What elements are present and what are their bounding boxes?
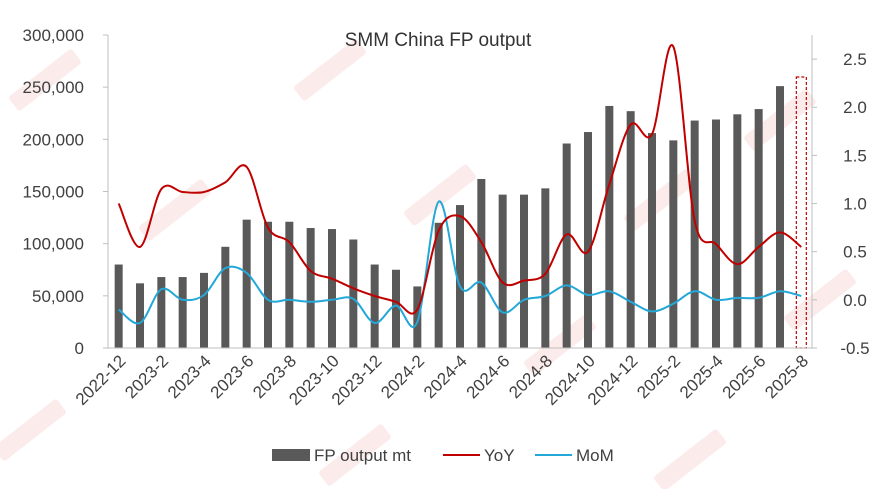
- watermark-mark: [9, 49, 81, 111]
- right-y-axis: -0.5 0.0 0.5 1.0 1.5 2.0 2.5: [811, 35, 870, 358]
- right-tick-label: 1.5: [843, 146, 867, 165]
- bar: [626, 111, 635, 348]
- bar: [562, 143, 571, 348]
- watermark-mark: [294, 39, 366, 101]
- x-tick-label: 2025-4: [676, 351, 727, 402]
- bar: [605, 105, 614, 349]
- right-tick-label: 2.0: [843, 98, 867, 117]
- bar: [776, 86, 784, 348]
- bar: [157, 277, 166, 348]
- bar: [306, 228, 315, 348]
- bar-series: [114, 86, 784, 349]
- chart-title: SMM China FP output: [345, 30, 532, 51]
- left-tick-label: 0: [75, 339, 84, 358]
- x-tick-label: 2024-4: [420, 351, 471, 402]
- left-tick-label: 300,000: [23, 26, 84, 45]
- bar: [733, 114, 742, 348]
- left-y-axis: 0 50,000 100,000 150,000 200,000 250,000 300,0…: [23, 26, 109, 358]
- x-tick-label: 2024-6: [463, 351, 514, 402]
- x-tick-label: 2023-4: [164, 351, 215, 402]
- watermark-mark: [524, 314, 596, 376]
- legend-bar-swatch: [272, 449, 310, 461]
- watermark-mark: [624, 169, 696, 231]
- left-tick-label: 200,000: [23, 130, 84, 149]
- legend-yoy-label: YoY: [484, 446, 515, 465]
- x-tick-label: 2024-2: [377, 351, 428, 402]
- left-tick-label: 50,000: [32, 287, 84, 306]
- bar: [370, 264, 379, 348]
- bar: [456, 205, 464, 348]
- watermark-mark: [654, 429, 726, 489]
- bar: [349, 239, 358, 348]
- bar: [477, 178, 486, 348]
- watermark-mark: [0, 399, 66, 461]
- x-tick-label: 2022-12: [72, 351, 130, 409]
- legend-mom-label: MoM: [576, 446, 614, 465]
- bar: [221, 246, 230, 348]
- bar: [285, 221, 294, 348]
- bar: [541, 188, 550, 348]
- x-tick-label: 2023-6: [207, 351, 258, 402]
- bar: [434, 222, 443, 348]
- bar: [264, 221, 272, 348]
- bar: [136, 283, 144, 348]
- watermark-mark: [784, 269, 856, 331]
- bar: [520, 194, 528, 348]
- left-tick-label: 250,000: [23, 78, 84, 97]
- mom-line: [118, 200, 802, 328]
- left-tick-label: 150,000: [23, 183, 84, 202]
- right-tick-label: -0.5: [840, 339, 869, 358]
- yoy-line: [117, 44, 802, 315]
- x-axis: 2022-122023-22023-42023-62023-82023-1020…: [72, 347, 812, 409]
- legend-bar-label: FP output mt: [314, 446, 411, 465]
- bar: [328, 229, 336, 348]
- watermark-layer: [0, 39, 856, 489]
- bar: [242, 219, 251, 348]
- line-series: [117, 44, 802, 328]
- bar: [690, 120, 699, 348]
- bar: [754, 109, 763, 349]
- bar: [648, 133, 656, 348]
- watermark-mark: [319, 424, 391, 486]
- watermark-mark: [139, 179, 211, 241]
- right-tick-label: 1.0: [843, 195, 867, 214]
- x-tick-label: 2025-2: [633, 351, 684, 402]
- bar: [712, 119, 720, 348]
- bar: [114, 264, 123, 348]
- x-tick-label: 2023-2: [121, 351, 172, 402]
- bar: [413, 286, 422, 348]
- left-tick-label: 100,000: [23, 235, 84, 254]
- bar: [584, 132, 592, 348]
- watermark-mark: [404, 164, 476, 226]
- bar: [200, 272, 208, 348]
- right-tick-label: 0.5: [843, 243, 867, 262]
- right-tick-label: 0.0: [843, 291, 867, 310]
- right-tick-label: 2.5: [843, 50, 867, 69]
- legend: FP output mt YoY MoM: [272, 446, 614, 465]
- bar: [669, 140, 678, 348]
- bar: [498, 194, 507, 348]
- x-tick-label: 2025-6: [719, 351, 770, 402]
- x-tick-label: 2025-8: [761, 351, 812, 402]
- bar: [178, 277, 187, 348]
- bar: [392, 269, 400, 348]
